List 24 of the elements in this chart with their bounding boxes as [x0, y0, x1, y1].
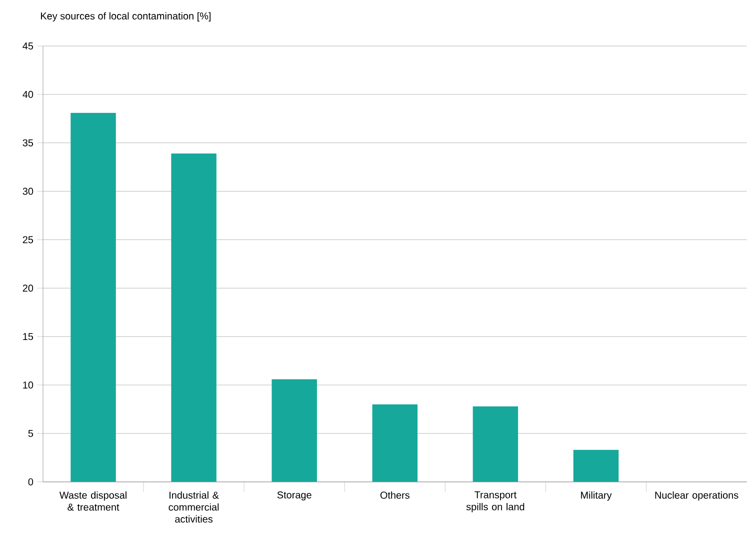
x-tick-label: Nuclear operations: [655, 491, 738, 501]
bar: [70, 112, 116, 482]
bar: [573, 450, 619, 482]
bar: [272, 379, 317, 482]
y-tick-label: 20: [22, 284, 34, 292]
x-tick-label: Others: [380, 491, 410, 499]
bar: [372, 404, 418, 482]
y-tick-label: 5: [28, 430, 34, 437]
y-tick-label: 30: [22, 188, 34, 195]
bar: [472, 406, 518, 482]
x-tick-label: Industrial & commercial activities: [168, 491, 219, 523]
bar: [171, 154, 216, 482]
y-tick-label: 15: [23, 333, 34, 340]
x-tick-label: Military: [581, 491, 612, 501]
y-tick-label: 0: [28, 478, 34, 486]
y-tick-label: 45: [22, 42, 34, 50]
chart-title: Key sources of local contamination [%]: [41, 12, 211, 22]
x-tick-label: Storage: [277, 491, 312, 500]
x-tick-label: Transport spills on land: [466, 491, 524, 512]
y-tick-label: 35: [22, 139, 34, 146]
y-tick-label: 25: [22, 236, 34, 244]
y-tick-label: 40: [22, 90, 34, 98]
x-tick-label: Waste disposal & treatment: [59, 491, 126, 511]
y-tick-label: 10: [23, 382, 34, 389]
